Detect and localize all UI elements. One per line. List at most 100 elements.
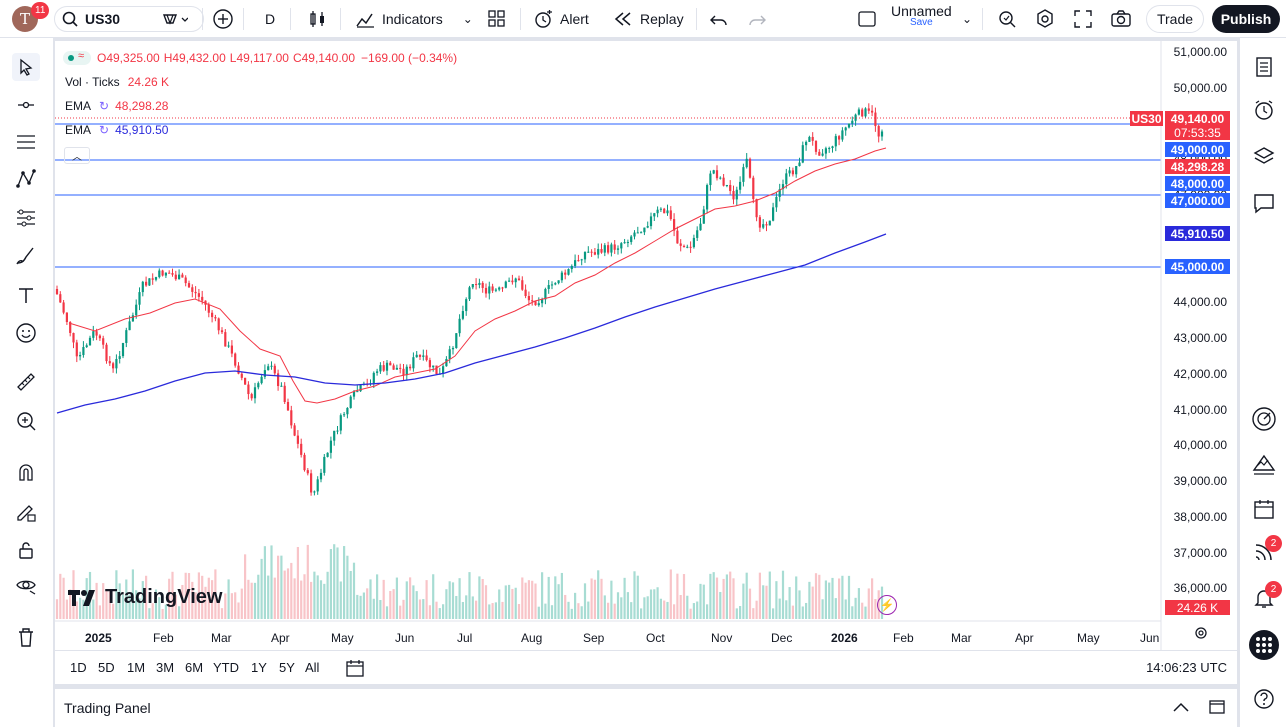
range-button[interactable]: All — [305, 660, 320, 675]
fullscreen-icon[interactable] — [1072, 0, 1094, 38]
publish-button[interactable]: Publish — [1212, 5, 1280, 33]
maximize-panel-icon[interactable] — [1207, 697, 1227, 720]
range-button[interactable]: 3M — [156, 660, 175, 675]
range-button[interactable]: 5D — [98, 660, 115, 675]
trading-panel-title[interactable]: Trading Panel — [64, 700, 151, 716]
target-icon[interactable] — [1249, 404, 1279, 434]
volume-bar — [105, 589, 108, 619]
trend-line-icon[interactable] — [12, 91, 40, 119]
ideas-icon[interactable] — [1249, 450, 1279, 480]
candle-body — [656, 209, 659, 214]
candle-body — [663, 208, 666, 214]
time-axis-label: Apr — [1015, 631, 1034, 645]
candle-body — [531, 300, 534, 302]
settings-gear-icon[interactable] — [1034, 0, 1056, 38]
settings-gear-icon[interactable] — [1193, 625, 1209, 644]
candle-body — [329, 440, 332, 453]
ema-slow-legend[interactable]: EMA ↻ 45,910.50 — [65, 123, 168, 137]
range-button[interactable]: 1Y — [251, 660, 267, 675]
candle-body — [511, 280, 514, 283]
range-button[interactable]: 5Y — [279, 660, 295, 675]
candle-body — [108, 361, 111, 364]
volume-bar — [392, 589, 395, 619]
undo-icon[interactable] — [708, 0, 730, 38]
eye-icon[interactable] — [12, 571, 40, 599]
calendar-icon[interactable] — [1249, 494, 1279, 524]
clock-readout[interactable]: 14:06:23 UTC — [1146, 660, 1227, 675]
interval-button[interactable]: D — [265, 11, 276, 27]
lightning-icon[interactable]: ⚡ — [877, 595, 897, 615]
ruler-icon[interactable] — [12, 368, 40, 396]
chevron-down-icon[interactable]: ⌄ — [962, 12, 973, 26]
forecast-icon[interactable] — [12, 204, 40, 232]
candle-body — [461, 311, 464, 319]
camera-icon[interactable] — [1110, 0, 1132, 38]
lock-drawings-pencil-icon[interactable] — [12, 498, 40, 526]
market-status-icon[interactable]: ≈ — [63, 50, 91, 65]
lock-icon[interactable] — [12, 536, 40, 564]
candle-body — [775, 196, 778, 208]
candle-body — [336, 430, 339, 432]
cursor-icon[interactable] — [12, 53, 40, 81]
ema-fast-legend[interactable]: EMA ↻ 48,298.28 — [65, 99, 168, 113]
range-button[interactable]: 1D — [70, 660, 87, 675]
price-axis-label: 51,000.00 — [1173, 45, 1227, 59]
chevron-up-icon[interactable] — [1171, 697, 1191, 720]
candle-body — [600, 249, 603, 253]
watchlist-icon[interactable] — [1249, 52, 1279, 82]
tradingview-watermark[interactable]: TradingView — [67, 586, 222, 609]
add-symbol-icon[interactable] — [212, 0, 234, 38]
collapse-legend-button[interactable]: ︿ — [64, 147, 90, 164]
volume-bar — [567, 601, 570, 619]
layout-toggle-icon[interactable] — [856, 0, 878, 38]
symbol-search[interactable]: US30 — [54, 6, 204, 32]
volume-bar — [722, 578, 725, 619]
quick-search-icon[interactable] — [996, 0, 1018, 38]
range-button[interactable]: YTD — [213, 660, 239, 675]
layout-name-button[interactable]: Unnamed Save — [891, 0, 952, 34]
horizontal-lines-icon[interactable] — [12, 128, 40, 156]
layers-icon[interactable] — [1249, 142, 1279, 172]
replay-button[interactable]: Replay — [612, 0, 684, 38]
calendar-icon[interactable] — [345, 658, 365, 681]
indicators-button[interactable]: Indicators ⌄ — [354, 0, 473, 38]
brush-icon[interactable] — [12, 242, 40, 270]
candle-body — [679, 243, 682, 246]
candle-body — [494, 289, 497, 291]
chart-pane[interactable]: ≈ O49,325.00 H49,432.00 L49,117.00 C49,1… — [55, 41, 1237, 684]
chat-icon[interactable] — [1249, 188, 1279, 218]
layouts-icon[interactable] — [486, 0, 508, 38]
candle-body — [534, 301, 537, 306]
trash-icon[interactable] — [12, 623, 40, 651]
pattern-icon[interactable] — [12, 165, 40, 193]
range-button[interactable]: 6M — [185, 660, 204, 675]
candle-body — [399, 367, 402, 369]
redo-icon[interactable] — [746, 0, 768, 38]
apps-grid-icon[interactable] — [1249, 630, 1279, 660]
volume-bar — [748, 588, 752, 619]
compare-icon[interactable] — [158, 0, 188, 38]
candle-body — [468, 287, 471, 300]
candle-body — [574, 260, 577, 266]
volume-bar — [871, 578, 874, 619]
emoji-icon[interactable] — [12, 319, 40, 347]
trade-button[interactable]: Trade — [1146, 5, 1204, 33]
range-button[interactable]: 1M — [127, 660, 146, 675]
candle-body — [220, 330, 224, 333]
alert-button[interactable]: Alert — [532, 0, 589, 38]
volume-bar — [778, 598, 781, 619]
candle-body — [821, 153, 824, 156]
text-tool-icon[interactable] — [12, 281, 40, 309]
candles-icon[interactable] — [308, 0, 328, 38]
volume-bar — [92, 599, 95, 619]
volume-bar — [587, 601, 590, 619]
zoom-in-icon[interactable] — [12, 407, 40, 435]
volume-bar — [201, 575, 204, 619]
candle-body — [814, 140, 818, 152]
candle-body — [82, 347, 85, 356]
price-chart[interactable] — [55, 41, 1237, 650]
volume-legend[interactable]: Vol · Ticks 24.26 K — [65, 75, 169, 89]
help-icon[interactable] — [1249, 684, 1279, 714]
alerts-clock-icon[interactable] — [1249, 95, 1279, 125]
magnet-icon[interactable] — [12, 459, 40, 487]
